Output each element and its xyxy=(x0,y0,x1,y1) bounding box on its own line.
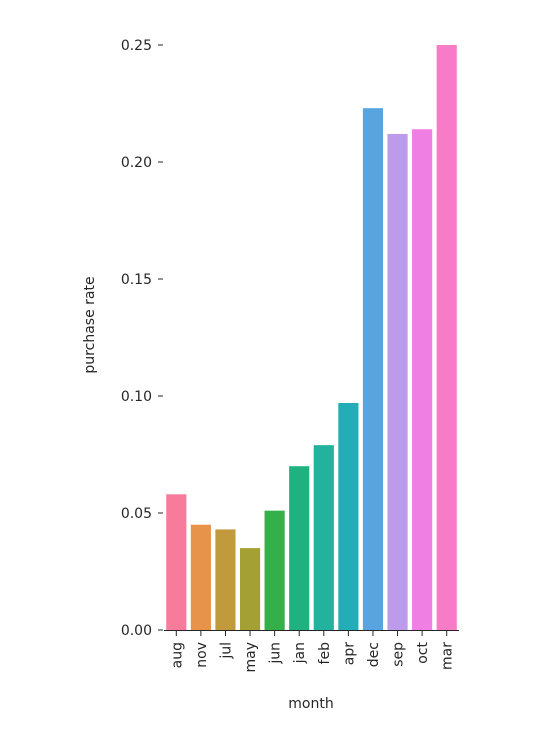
y-tick-label: 0.05 xyxy=(121,506,152,522)
bar-mar xyxy=(436,45,457,630)
x-tick-label-mar: mar xyxy=(440,642,456,670)
bar-oct xyxy=(412,129,433,631)
x-tick-label-nov: nov xyxy=(194,642,210,668)
x-tick-label-dec: dec xyxy=(366,642,382,667)
bar-jan xyxy=(289,466,310,630)
bar-aug xyxy=(166,494,187,630)
x-axis: aug nov jul may jun jan feb apr dec sep oct mar xyxy=(164,630,459,673)
bar-may xyxy=(239,548,261,630)
x-axis-title: month xyxy=(288,696,333,712)
bar-feb xyxy=(313,445,334,630)
bar-jun xyxy=(264,510,285,630)
x-tick-label-feb: feb xyxy=(317,642,333,665)
y-tick-label: 0.15 xyxy=(121,272,152,288)
bar-nov xyxy=(190,524,211,630)
bar-apr xyxy=(338,403,359,630)
y-tick-label: 0.20 xyxy=(121,155,152,171)
x-tick-label-apr: apr xyxy=(341,642,357,665)
y-tick-label: 0.10 xyxy=(121,389,152,405)
x-tick-label-may: may xyxy=(243,642,259,673)
y-tick-label: 0.00 xyxy=(121,623,152,639)
y-axis-title: purchase rate xyxy=(82,276,98,373)
x-tick-label-sep: sep xyxy=(391,642,407,667)
bar-dec xyxy=(362,108,384,631)
bar-jul xyxy=(215,529,236,630)
bars-group xyxy=(166,45,457,631)
bar-sep xyxy=(387,133,408,631)
x-tick-label-jun: jun xyxy=(268,642,284,665)
x-tick-label-aug: aug xyxy=(169,642,185,668)
x-tick-label-jan: jan xyxy=(292,642,308,664)
x-tick-label-oct: oct xyxy=(415,642,431,664)
y-axis: 0.00 0.05 0.10 0.15 0.20 0.25 xyxy=(121,38,163,639)
y-tick-label: 0.25 xyxy=(121,38,152,54)
x-tick-label-jul: jul xyxy=(218,642,234,660)
